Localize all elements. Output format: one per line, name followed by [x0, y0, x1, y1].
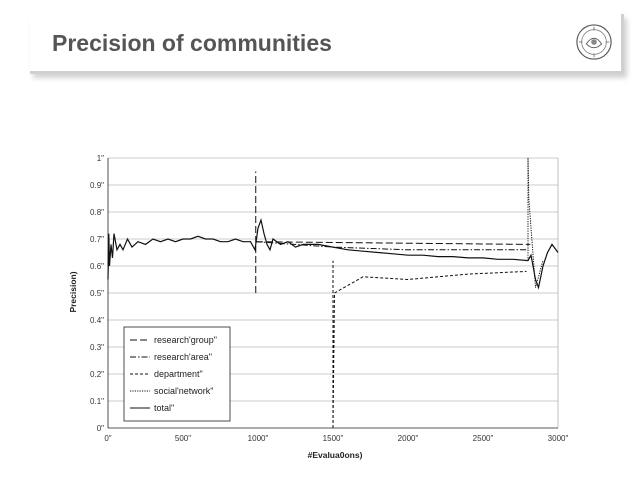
- x-tick-labels: 0" 500" 1000" 1500" 2000" 2500" 3000": [104, 434, 568, 443]
- y-tick-label: 0.5": [90, 289, 104, 298]
- series-line-1: [255, 241, 528, 251]
- series-line-0: [255, 241, 531, 245]
- y-tick-labels: 0" 0.1" 0.2" 0.3" 0.4" 0.5" 0.6" 0.7" 0.8" 0.9" 1": [90, 154, 104, 433]
- legend-label: social'network": [154, 386, 213, 396]
- y-tick-label: 0.8": [90, 208, 104, 217]
- y-axis-label: Precision): [68, 271, 78, 312]
- x-tick-label: 1000": [248, 434, 269, 443]
- y-tick-label: 0.7": [90, 235, 104, 244]
- y-tick-label: 0.2": [90, 370, 104, 379]
- y-tick-label: 0": [97, 424, 104, 433]
- slide-title: Precision of communities: [52, 30, 332, 56]
- y-tick-label: 1": [97, 154, 104, 163]
- series-line-3: [527, 157, 544, 288]
- legend-label: total": [154, 403, 174, 413]
- series-lines: [107, 157, 559, 429]
- x-tick-label: 500": [175, 434, 191, 443]
- series-line-2: [332, 270, 527, 429]
- x-tick-label: 2500": [473, 434, 494, 443]
- x-tick-label: 1500": [323, 434, 344, 443]
- legend-label: research'area": [154, 352, 212, 362]
- y-tick-label: 0.1": [90, 397, 104, 406]
- x-tick-label: 0": [104, 434, 111, 443]
- slide-title-bar: Precision of communities: [30, 14, 624, 74]
- legend-label: department": [154, 369, 203, 379]
- x-tick-label: 2000": [398, 434, 419, 443]
- y-tick-label: 0.6": [90, 262, 104, 271]
- y-tick-label: 0.9": [90, 181, 104, 190]
- series-line-4: [107, 217, 559, 290]
- y-tick-label: 0.3": [90, 343, 104, 352]
- university-seal-icon: [576, 24, 612, 60]
- x-tick-label: 3000": [548, 434, 569, 443]
- y-tick-label: 0.4": [90, 316, 104, 325]
- legend-label: research'group": [154, 335, 217, 345]
- x-axis-label: #Evalua0ons): [308, 450, 363, 460]
- chart-legend: research'group" research'area" department"…: [123, 326, 231, 422]
